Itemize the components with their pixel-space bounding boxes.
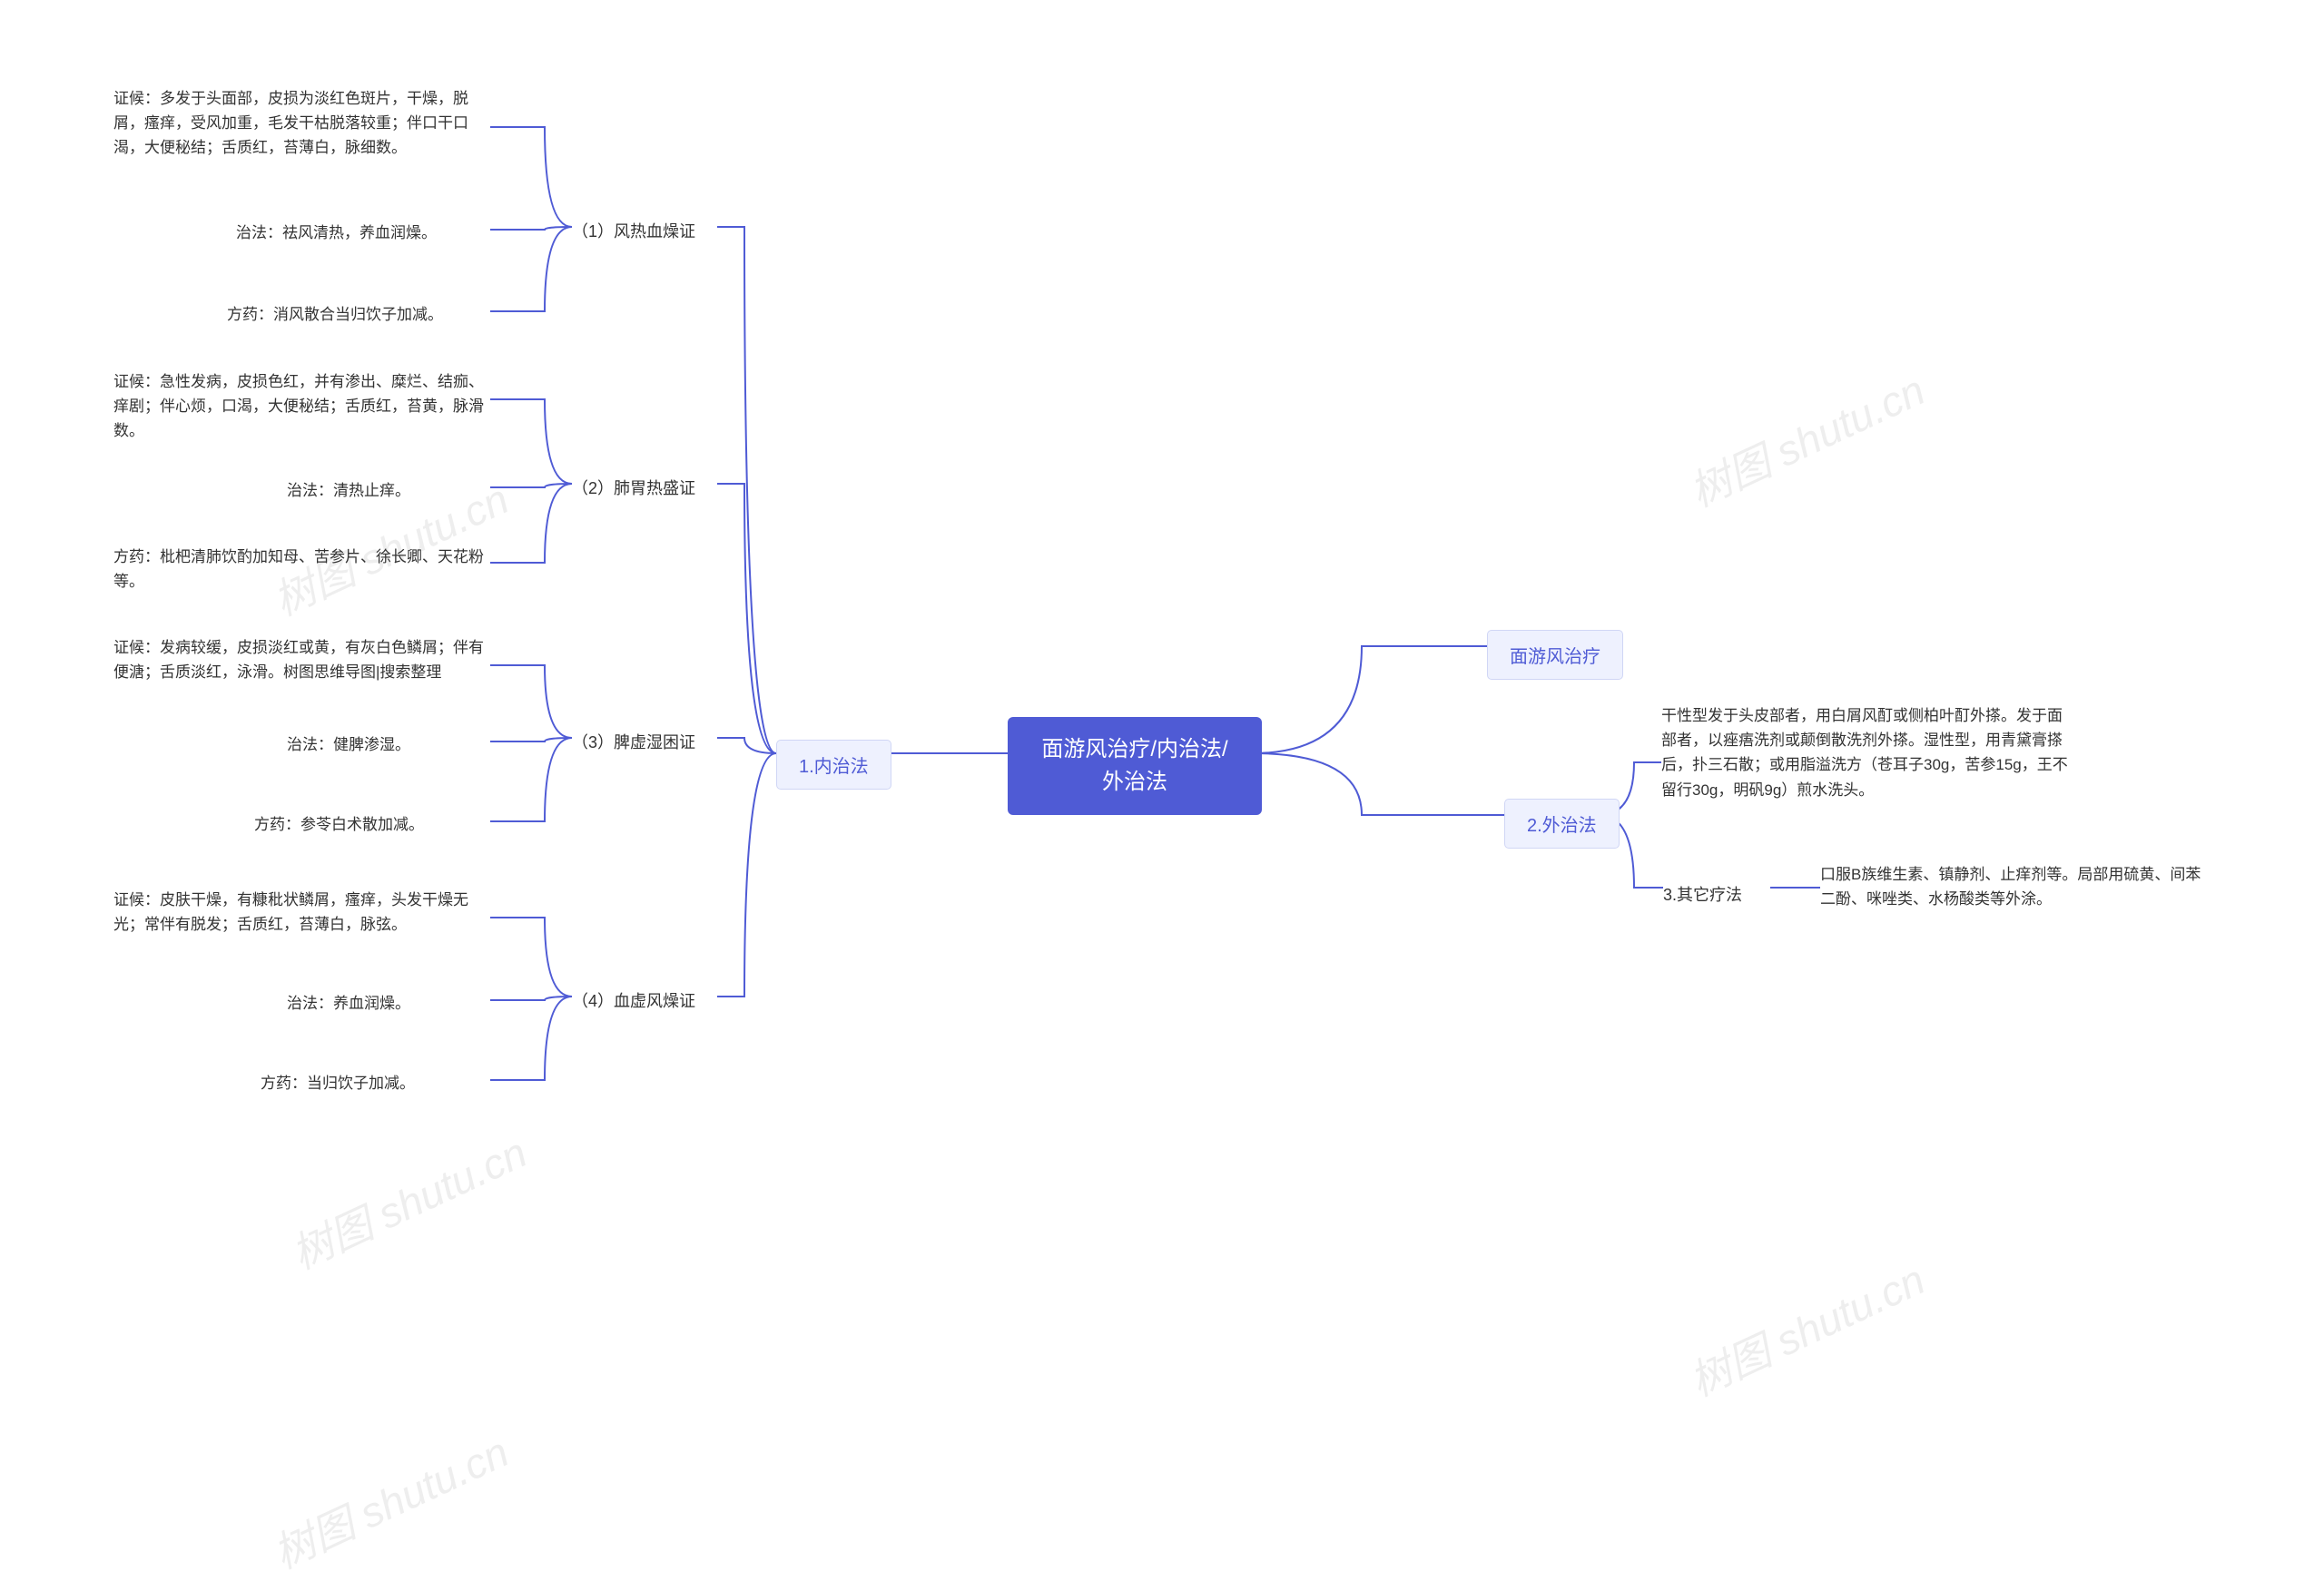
syndrome-2-symptom: 证候：急性发病，皮损色红，并有渗出、糜烂、结痂、痒剧；伴心烦，口渴，大便秘结；舌… xyxy=(113,369,495,444)
branch-external-treatment[interactable]: 2.外治法 xyxy=(1504,799,1620,849)
syndrome-2-prescription: 方药：枇杷清肺饮酌加知母、苦参片、徐长卿、天花粉等。 xyxy=(113,545,495,594)
root-node[interactable]: 面游风治疗/内治法/外治法 xyxy=(1008,717,1262,815)
syndrome-1[interactable]: （1）风热血燥证 xyxy=(572,215,695,246)
syndrome-3-symptom: 证候：发病较缓，皮损淡红或黄，有灰白色鳞屑；伴有便溏；舌质淡红，泳滑。树图思维导… xyxy=(113,635,495,684)
watermark: 树图 shutu.cn xyxy=(281,1120,535,1281)
branch-other-therapy[interactable]: 3.其它疗法 xyxy=(1663,879,1742,909)
syndrome-1-symptom: 证候：多发于头面部，皮损为淡红色斑片，干燥，脱屑，瘙痒，受风加重，毛发干枯脱落较… xyxy=(113,86,495,161)
syndrome-4-symptom: 证候：皮肤干燥，有糠秕状鳞屑，瘙痒，头发干燥无光；常伴有脱发；舌质红，苔薄白，脉… xyxy=(113,888,495,937)
syndrome-4[interactable]: （4）血虚风燥证 xyxy=(572,985,695,1016)
watermark: 树图 shutu.cn xyxy=(1679,358,1933,519)
syndrome-4-method: 治法：养血润燥。 xyxy=(287,991,410,1016)
branch-treatment-title[interactable]: 面游风治疗 xyxy=(1487,630,1623,680)
syndrome-3[interactable]: （3）脾虚湿困证 xyxy=(572,726,695,757)
other-therapy-desc: 口服B族维生素、镇静剂、止痒剂等。局部用硫黄、间苯二酚、咪唑类、水杨酸类等外涂。 xyxy=(1820,862,2211,911)
syndrome-3-prescription: 方药：参苓白术散加减。 xyxy=(254,812,424,837)
syndrome-1-method: 治法：祛风清热，养血润燥。 xyxy=(236,221,437,245)
syndrome-4-prescription: 方药：当归饮子加减。 xyxy=(261,1071,415,1095)
syndrome-2[interactable]: （2）肺胃热盛证 xyxy=(572,472,695,503)
syndrome-1-prescription: 方药：消风散合当归饮子加减。 xyxy=(227,302,443,327)
syndrome-3-method: 治法：健脾渗湿。 xyxy=(287,732,410,757)
watermark: 树图 shutu.cn xyxy=(1679,1247,1933,1409)
branch-internal-treatment[interactable]: 1.内治法 xyxy=(776,740,891,790)
watermark: 树图 shutu.cn xyxy=(262,1419,517,1581)
external-treatment-desc: 干性型发于头皮部者，用白屑风酊或侧柏叶酊外搽。发于面部者，以痤痦洗剂或颠倒散洗剂… xyxy=(1661,703,2070,802)
syndrome-2-method: 治法：清热止痒。 xyxy=(287,478,410,503)
